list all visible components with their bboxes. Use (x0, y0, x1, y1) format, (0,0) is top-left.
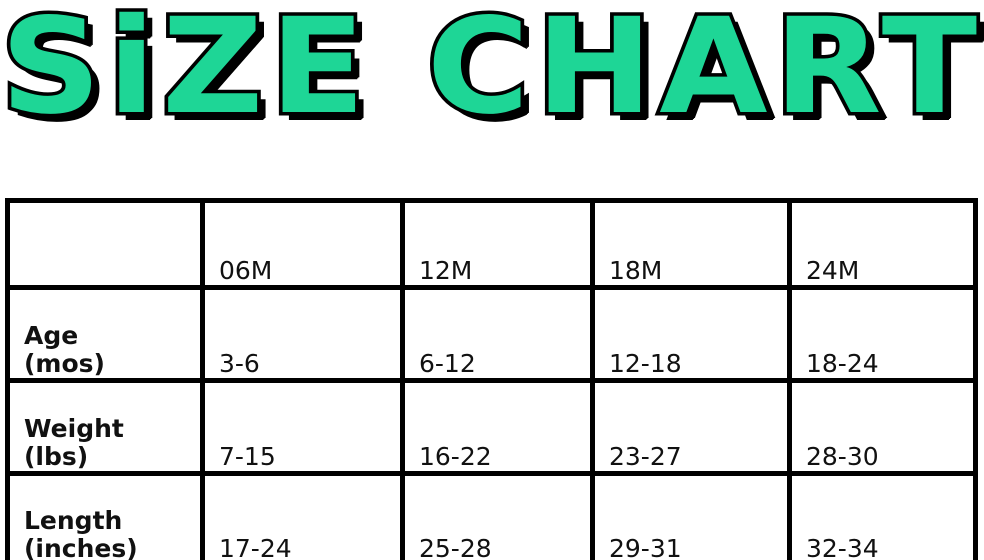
cell-length-18m: 29-31 (590, 471, 792, 560)
table-header-row: 06M 12M 18M 24M (5, 198, 978, 290)
row-label-age-unit: (mos) (24, 349, 105, 378)
column-header-12m: 12M (400, 198, 595, 290)
table-corner-blank (5, 198, 205, 290)
row-label-weight-unit: (lbs) (24, 442, 89, 471)
column-header-18m: 18M (590, 198, 792, 290)
size-table-container: 06M 12M 18M 24M Age (mos) 3-6 6-12 12-18… (5, 198, 978, 560)
cell-age-06m: 3-6 (200, 285, 405, 383)
row-label-length-name: Length (24, 506, 123, 535)
row-label-length: Length (inches) (5, 471, 205, 560)
row-label-weight: Weight (lbs) (5, 378, 205, 476)
row-label-length-unit: (inches) (24, 534, 138, 560)
cell-age-24m: 18-24 (787, 285, 978, 383)
row-label-weight-name: Weight (24, 414, 124, 443)
cell-weight-06m: 7-15 (200, 378, 405, 476)
cell-weight-18m: 23-27 (590, 378, 792, 476)
column-header-06m: 06M (200, 198, 405, 290)
cell-age-18m: 12-18 (590, 285, 792, 383)
table-row-length: Length (inches) 17-24 25-28 29-31 32-34 (5, 471, 978, 560)
row-label-age: Age (mos) (5, 285, 205, 383)
column-header-24m: 24M (787, 198, 978, 290)
row-label-age-name: Age (24, 321, 79, 350)
table-row-age: Age (mos) 3-6 6-12 12-18 18-24 (5, 285, 978, 383)
size-table: 06M 12M 18M 24M Age (mos) 3-6 6-12 12-18… (5, 198, 978, 560)
cell-length-12m: 25-28 (400, 471, 595, 560)
title-block: SiZE CHART (0, 0, 984, 160)
cell-age-12m: 6-12 (400, 285, 595, 383)
cell-length-24m: 32-34 (787, 471, 978, 560)
cell-weight-24m: 28-30 (787, 378, 978, 476)
cell-length-06m: 17-24 (200, 471, 405, 560)
table-row-weight: Weight (lbs) 7-15 16-22 23-27 28-30 (5, 378, 978, 476)
page-title: SiZE CHART (0, 0, 984, 146)
cell-weight-12m: 16-22 (400, 378, 595, 476)
